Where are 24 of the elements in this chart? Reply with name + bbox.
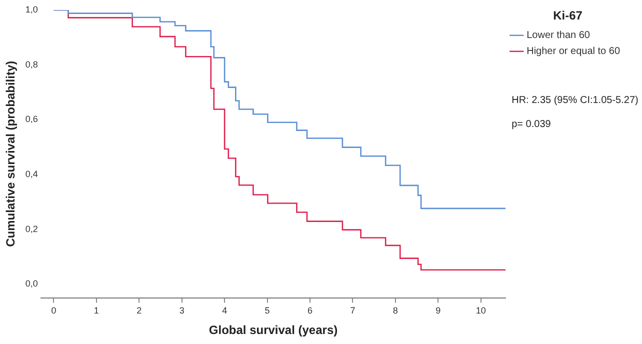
y-tick-label: 0,2: [25, 224, 38, 234]
x-tick-label: 4: [222, 306, 228, 316]
x-tick-label: 0: [51, 306, 56, 316]
y-tick-label: 0,4: [25, 168, 38, 179]
x-tick-label: 7: [350, 306, 356, 316]
x-tick-label: 8: [392, 306, 398, 316]
y-axis-title: Cumulative survival (probability): [4, 60, 18, 247]
legend-title: Ki-67: [553, 8, 583, 22]
y-tick-label: 0,0: [25, 278, 38, 289]
x-tick-label: 1: [94, 306, 99, 316]
y-tick-label: 0,6: [25, 114, 38, 124]
x-tick-label: 3: [179, 306, 184, 316]
y-tick-label: 1,0: [25, 4, 38, 14]
y-tick-label: 0,8: [25, 59, 38, 70]
text: p= 0.039: [512, 118, 552, 130]
x-tick-label: 5: [264, 306, 270, 316]
legend-label: Lower than 60: [526, 30, 590, 42]
legend-label: Higher or equal to 60: [526, 46, 620, 58]
x-tick-label: 6: [307, 306, 312, 316]
x-axis-title: Global survival (years): [208, 323, 338, 338]
x-tick-label: 2: [136, 306, 142, 316]
x-tick-label: 10: [476, 306, 486, 316]
text: HR: 2.35 (95% CI:1.05-5.27): [512, 94, 638, 106]
x-tick-label: 9: [436, 306, 441, 316]
